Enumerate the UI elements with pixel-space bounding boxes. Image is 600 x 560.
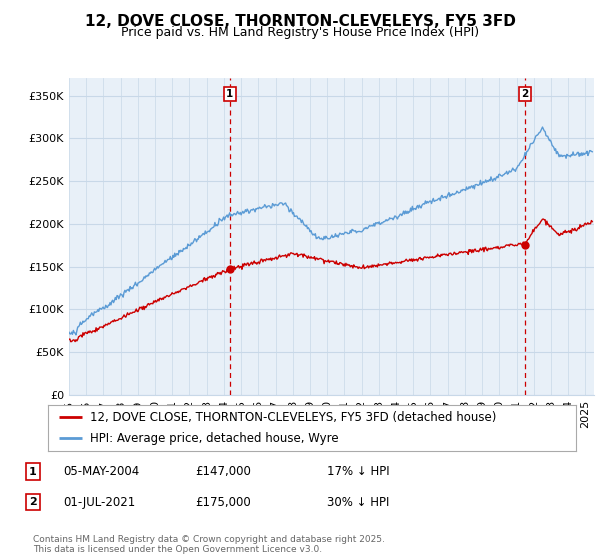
Text: 12, DOVE CLOSE, THORNTON-CLEVELEYS, FY5 3FD (detached house): 12, DOVE CLOSE, THORNTON-CLEVELEYS, FY5 … [90,411,497,424]
Text: 2: 2 [521,89,529,99]
Text: 1: 1 [226,89,233,99]
Text: 1: 1 [29,466,37,477]
Text: 2: 2 [29,497,37,507]
Text: 12, DOVE CLOSE, THORNTON-CLEVELEYS, FY5 3FD: 12, DOVE CLOSE, THORNTON-CLEVELEYS, FY5 … [85,14,515,29]
Text: £175,000: £175,000 [195,496,251,509]
Text: 17% ↓ HPI: 17% ↓ HPI [327,465,389,478]
Text: 01-JUL-2021: 01-JUL-2021 [63,496,135,509]
Text: Price paid vs. HM Land Registry's House Price Index (HPI): Price paid vs. HM Land Registry's House … [121,26,479,39]
Text: HPI: Average price, detached house, Wyre: HPI: Average price, detached house, Wyre [90,432,339,445]
Text: 05-MAY-2004: 05-MAY-2004 [63,465,139,478]
Text: £147,000: £147,000 [195,465,251,478]
Text: 30% ↓ HPI: 30% ↓ HPI [327,496,389,509]
Text: Contains HM Land Registry data © Crown copyright and database right 2025.
This d: Contains HM Land Registry data © Crown c… [33,535,385,554]
